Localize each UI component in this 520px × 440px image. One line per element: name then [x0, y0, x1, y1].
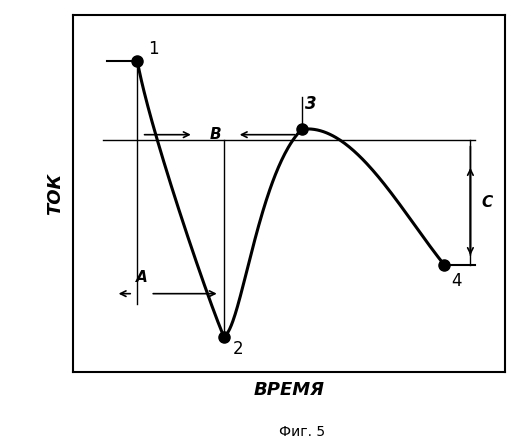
- X-axis label: ВРЕМЯ: ВРЕМЯ: [253, 381, 324, 399]
- Text: 4: 4: [451, 272, 461, 290]
- Text: Фиг. 5: Фиг. 5: [279, 425, 324, 439]
- Text: 3: 3: [305, 95, 317, 113]
- Text: B: B: [210, 127, 221, 142]
- Text: C: C: [481, 195, 492, 210]
- Y-axis label: ТОК: ТОК: [46, 172, 64, 215]
- Text: 1: 1: [148, 40, 159, 58]
- Text: A: A: [136, 270, 148, 285]
- Text: 2: 2: [232, 340, 243, 358]
